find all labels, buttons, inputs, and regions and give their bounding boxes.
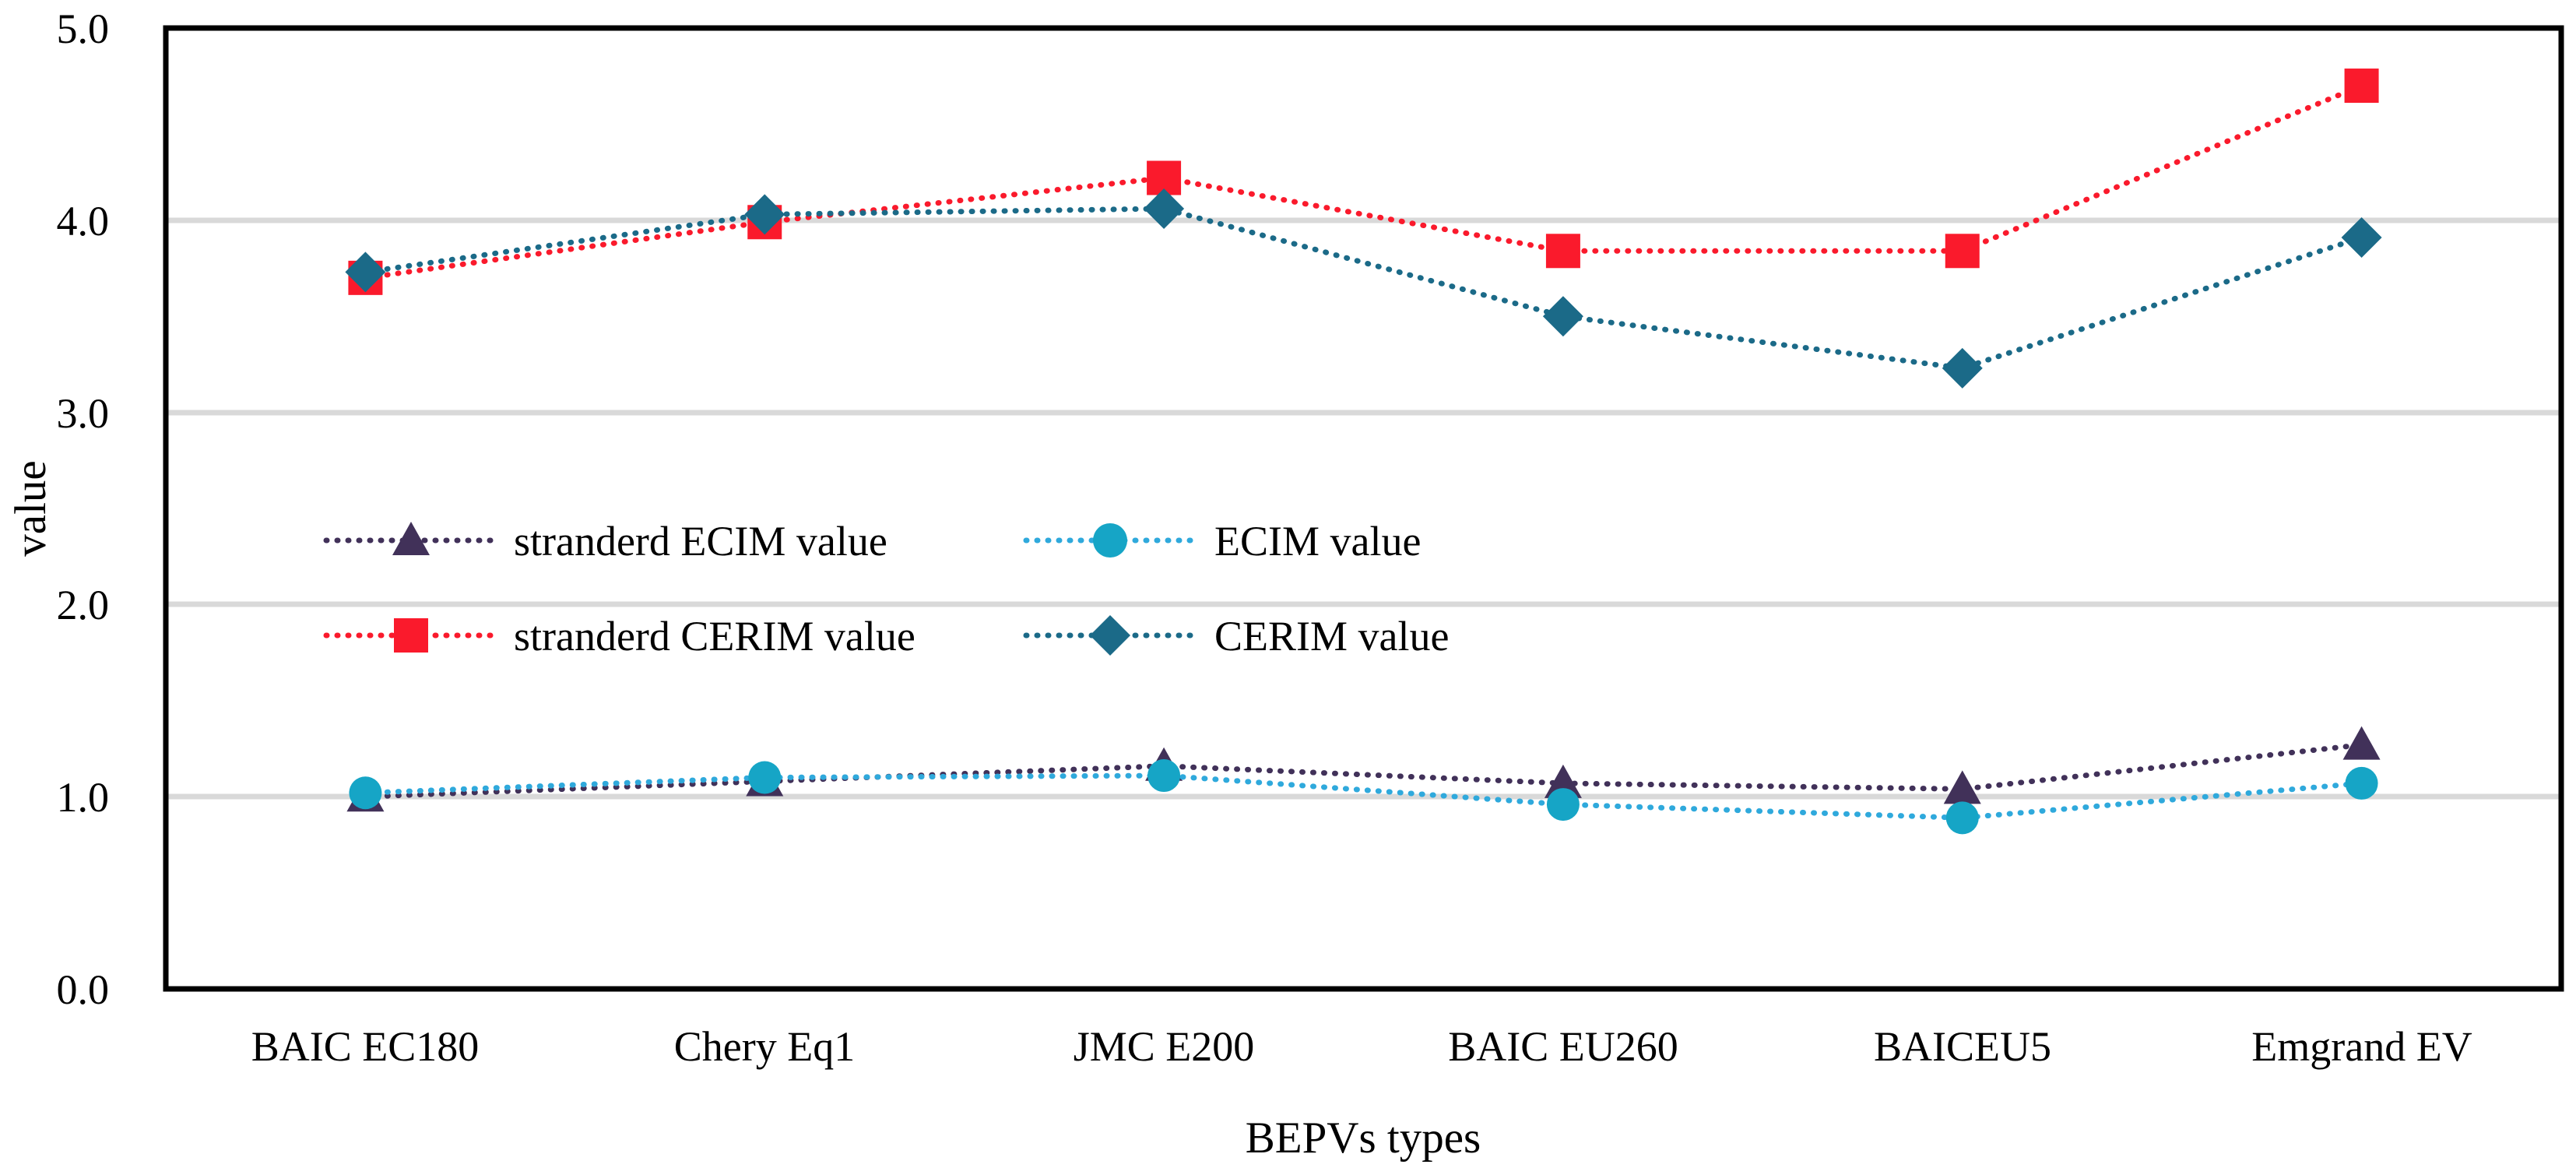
- y-tick-label-1: 1.0: [57, 774, 110, 821]
- circle-marker-icon: [748, 761, 782, 794]
- legend-label: stranderd ECIM value: [514, 518, 887, 565]
- triangle-marker-icon: [1544, 764, 1582, 798]
- legend-label: stranderd CERIM value: [514, 613, 915, 660]
- square-marker-icon: [394, 618, 428, 653]
- category-label: JMC E200: [1074, 1023, 1255, 1070]
- category-label: BAIC EC180: [251, 1023, 480, 1070]
- series-layer: [345, 69, 2382, 835]
- square-marker-icon: [1945, 234, 1980, 269]
- legend-item-stranderd-cerim: stranderd CERIM value: [323, 613, 915, 660]
- x-axis-title: BEPVs types: [1246, 1113, 1481, 1163]
- plot-border: [163, 25, 2564, 992]
- diamond-marker-icon: [1090, 615, 1130, 656]
- y-axis-title: value: [6, 460, 55, 556]
- circle-marker-icon: [2345, 766, 2378, 800]
- triangle-marker-icon: [2342, 726, 2381, 760]
- diamond-marker-icon: [2341, 217, 2382, 259]
- series-line: [362, 83, 2365, 281]
- legend-label: ECIM value: [1214, 518, 1421, 565]
- diamond-marker-icon: [744, 194, 785, 235]
- diamond-marker-icon: [345, 252, 386, 293]
- circle-marker-icon: [349, 776, 382, 810]
- y-tick-label-3: 3.0: [57, 390, 110, 437]
- circle-marker-icon: [1147, 759, 1181, 793]
- y-tick-label-4: 4.0: [57, 198, 110, 244]
- diamond-marker-icon: [1942, 347, 1983, 389]
- triangle-marker-icon: [392, 522, 430, 555]
- circle-marker-icon: [1945, 801, 1979, 835]
- legend-item-stranderd-ecim: stranderd ECIM value: [323, 518, 887, 565]
- series-line: [362, 772, 2365, 821]
- triangle-marker-icon: [1943, 770, 1981, 804]
- y-tick-label-0: 0.0: [57, 966, 110, 1013]
- category-label: Emgrand EV: [2251, 1023, 2472, 1070]
- category-label: BAIC EU260: [1448, 1023, 1678, 1070]
- series-line: [362, 742, 2365, 800]
- circle-marker-icon: [1546, 788, 1580, 821]
- legend-label: CERIM value: [1214, 613, 1449, 660]
- series-line: [362, 206, 2365, 371]
- circle-marker-icon: [1093, 523, 1127, 558]
- category-label: Chery Eq1: [674, 1023, 855, 1070]
- square-marker-icon: [1545, 234, 1580, 269]
- legend-item-cerim: CERIM value: [1023, 613, 1449, 660]
- diamond-marker-icon: [1144, 188, 1185, 229]
- category-label: BAICEU5: [1874, 1023, 2051, 1070]
- y-tick-label-2: 2.0: [57, 582, 110, 628]
- diamond-marker-icon: [1542, 296, 1583, 337]
- y-tick-label-5: 5.0: [57, 5, 110, 52]
- legend-item-ecim: ECIM value: [1023, 518, 1421, 565]
- legend: stranderd ECIM value ECIM value strander…: [323, 518, 1449, 660]
- square-marker-icon: [2344, 69, 2379, 104]
